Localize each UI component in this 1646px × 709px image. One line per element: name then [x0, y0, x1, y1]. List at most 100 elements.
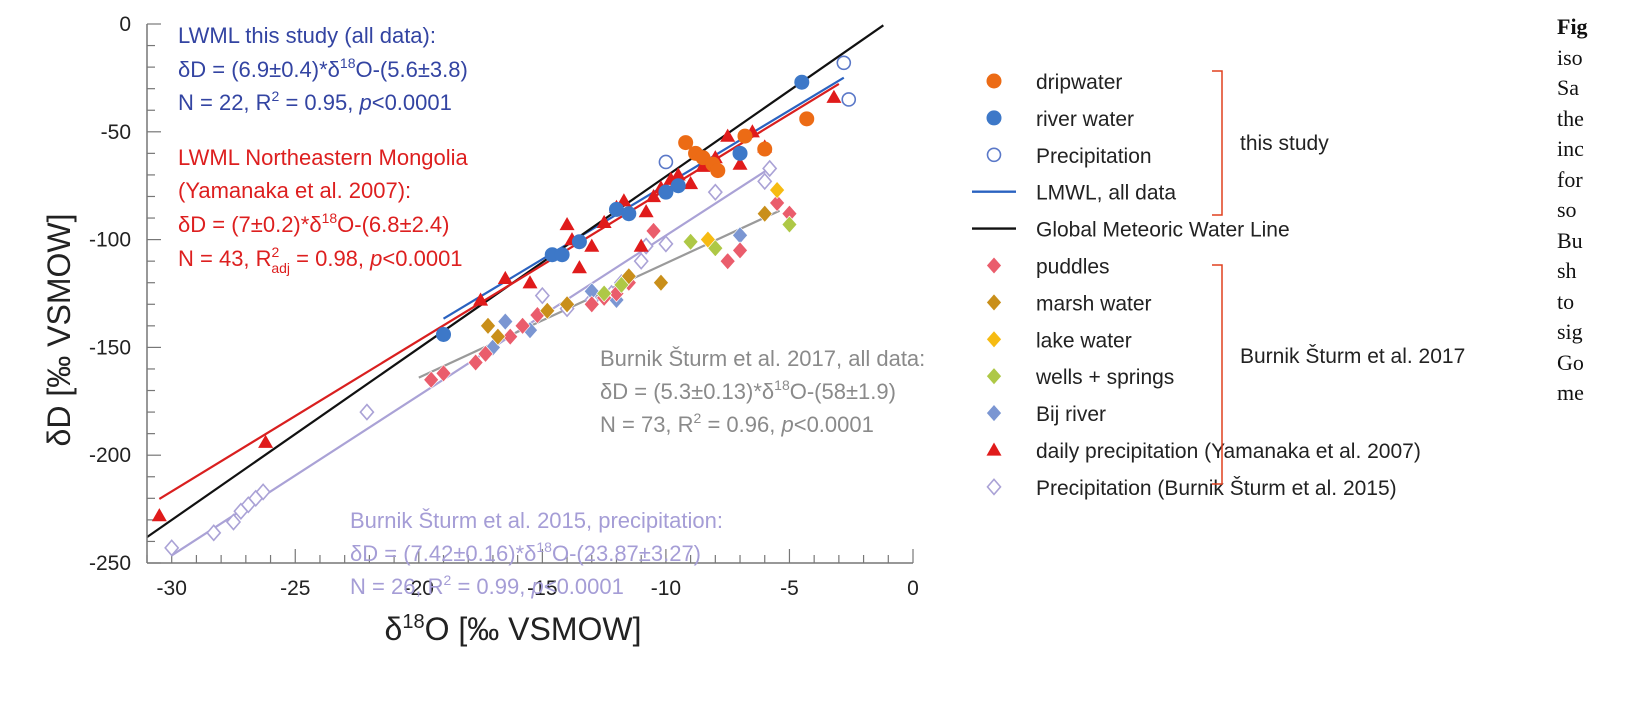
- caption-line: for: [1557, 166, 1583, 192]
- puddles-point: [732, 241, 748, 260]
- regression-line: [158, 82, 840, 500]
- marsh-water-point: [539, 301, 556, 320]
- puddles-point: [502, 327, 519, 346]
- marsh-water-series: [480, 204, 773, 346]
- caption-line: Bu: [1557, 227, 1583, 253]
- legend-marker: [986, 73, 1002, 89]
- precipitation-burnik-turm-et-al-2015-series: [164, 159, 778, 557]
- legend-item: Bij river: [986, 403, 1106, 426]
- x-tick-label: -30: [157, 577, 187, 600]
- legend-item: puddles: [986, 256, 1110, 279]
- river-water-point: [670, 178, 686, 194]
- wells-springs-point: [596, 284, 613, 303]
- caption-line: so: [1557, 197, 1577, 222]
- precipitation-burnik-turm-et-al-2015-point: [633, 252, 649, 270]
- puddles-point: [719, 252, 736, 271]
- river-water-series: [436, 74, 810, 342]
- puddles-point: [514, 316, 531, 335]
- annotation-title: Burnik Šturm et al. 2017, all data:: [600, 346, 925, 371]
- legend-label: Bij river: [1036, 403, 1106, 426]
- y-tick-label: -250: [89, 552, 131, 575]
- x-tick-label: -25: [280, 577, 310, 600]
- precipitation-point: [836, 55, 852, 71]
- river-water-point: [554, 247, 570, 263]
- caption-line: the: [1557, 105, 1584, 131]
- legend-label: wells + springs: [1035, 366, 1174, 389]
- daily-precipitation-yamanaka-et-al-2007-point: [670, 167, 686, 181]
- legend-marker: [986, 404, 1002, 423]
- daily-precipitation-yamanaka-et-al-2007-point: [638, 204, 654, 218]
- dripwater-point: [710, 163, 726, 179]
- daily-precipitation-yamanaka-et-al-2007-point: [633, 238, 649, 252]
- daily-precipitation-yamanaka-et-al-2007-point: [584, 238, 600, 252]
- legend-label: river water: [1036, 108, 1134, 131]
- annotation-lwml-this-study: LWML this study (all data): δD = (6.9±0.…: [178, 23, 468, 115]
- legend-label: puddles: [1036, 256, 1110, 279]
- legend-marker: [986, 293, 1002, 312]
- puddles-point: [423, 370, 440, 389]
- wells-springs-point: [682, 232, 699, 251]
- lake-water-series: [700, 181, 785, 249]
- legend-label: Precipitation (Burnik Šturm et al. 2015): [1036, 477, 1397, 500]
- daily-precipitation-yamanaka-et-al-2007-point: [473, 292, 489, 306]
- puddles-point: [583, 295, 600, 314]
- river-water-point: [571, 234, 587, 250]
- annotation-burnik-2015: Burnik Šturm et al. 2015, precipitation:…: [350, 508, 723, 599]
- precipitation-burnik-turm-et-al-2015-point: [225, 513, 242, 531]
- legend-item: daily precipitation (Yamanaka et al. 200…: [986, 440, 1421, 463]
- wells-springs-point: [781, 215, 798, 234]
- annotation-lwml-mongolia: LWML Northeastern Mongolia (Yamanaka et …: [178, 145, 469, 276]
- puddles-point: [467, 353, 484, 372]
- puddles-point: [435, 364, 452, 383]
- daily-precipitation-yamanaka-et-al-2007-point: [683, 176, 699, 190]
- precipitation-burnik-turm-et-al-2015-point: [658, 235, 674, 253]
- x-tick-label: -20: [404, 577, 434, 600]
- dripwater-point: [799, 111, 815, 127]
- dripwater-point: [678, 135, 694, 151]
- river-water-point: [794, 74, 810, 90]
- y-tick-label: 0: [119, 13, 131, 36]
- marsh-water-point: [489, 327, 506, 346]
- legend-label: lake water: [1036, 329, 1132, 352]
- legend-marker: [986, 478, 1002, 496]
- daily-precipitation-yamanaka-et-al-2007-point: [559, 217, 575, 231]
- marsh-water-point: [756, 204, 773, 223]
- puddles-point: [769, 193, 785, 212]
- puddles-point: [645, 222, 662, 240]
- lmwl-all-data-line: [442, 76, 845, 320]
- precipitation-burnik-turm-et-al-2015-point: [534, 286, 550, 305]
- legend-label: LMWL, all data: [1036, 182, 1176, 205]
- caption-line: to: [1557, 288, 1575, 314]
- caption-line: Fig: [1557, 14, 1588, 39]
- daily-precipitation-yamanaka-et-al-2007-point: [720, 128, 736, 142]
- annotation-stats: N = 73, R2 = 0.96, p<0.0001: [600, 410, 874, 437]
- annotation-stats: N = 26, R2 = 0.99, p<0.0001: [350, 572, 624, 599]
- legend-brackets: [1212, 70, 1223, 485]
- caption-line: sh: [1557, 258, 1577, 283]
- precipitation-burnik-turm-et-al-2015-point: [164, 539, 180, 557]
- annotation-stats: N = 22, R2 = 0.95, p<0.0001: [178, 88, 452, 115]
- legend-item: marsh water: [986, 292, 1152, 315]
- annotation-title: LWML Northeastern Mongolia: [178, 145, 469, 170]
- legend-label: marsh water: [1036, 292, 1152, 315]
- precipitation-series: [658, 55, 857, 170]
- daily-precipitation-yamanaka-et-al-2007-point: [522, 275, 538, 289]
- river-water-point: [621, 206, 637, 222]
- legend-item: LMWL, all data: [972, 182, 1176, 205]
- y-tick-label: -150: [89, 336, 131, 359]
- y-tick-label: -50: [101, 121, 131, 144]
- legend-label: dripwater: [1036, 71, 1122, 94]
- river-water-point: [732, 145, 748, 161]
- daily-precipitation-yamanaka-et-al-2007-point: [732, 156, 748, 170]
- dripwater-point: [757, 141, 773, 157]
- legend-marker: [986, 367, 1002, 386]
- annotation-equation: δD = (6.9±0.4)*δ18O-(5.6±3.8): [178, 55, 468, 82]
- precipitation-burnik-turm-et-al-2015-point: [762, 159, 778, 178]
- wells-springs-point: [707, 239, 724, 258]
- dripwater-point: [737, 128, 753, 144]
- y-tick-label: -100: [89, 229, 131, 252]
- river-water-point: [608, 201, 624, 217]
- legend-item: dripwater: [986, 71, 1122, 94]
- marsh-water-point: [480, 316, 496, 335]
